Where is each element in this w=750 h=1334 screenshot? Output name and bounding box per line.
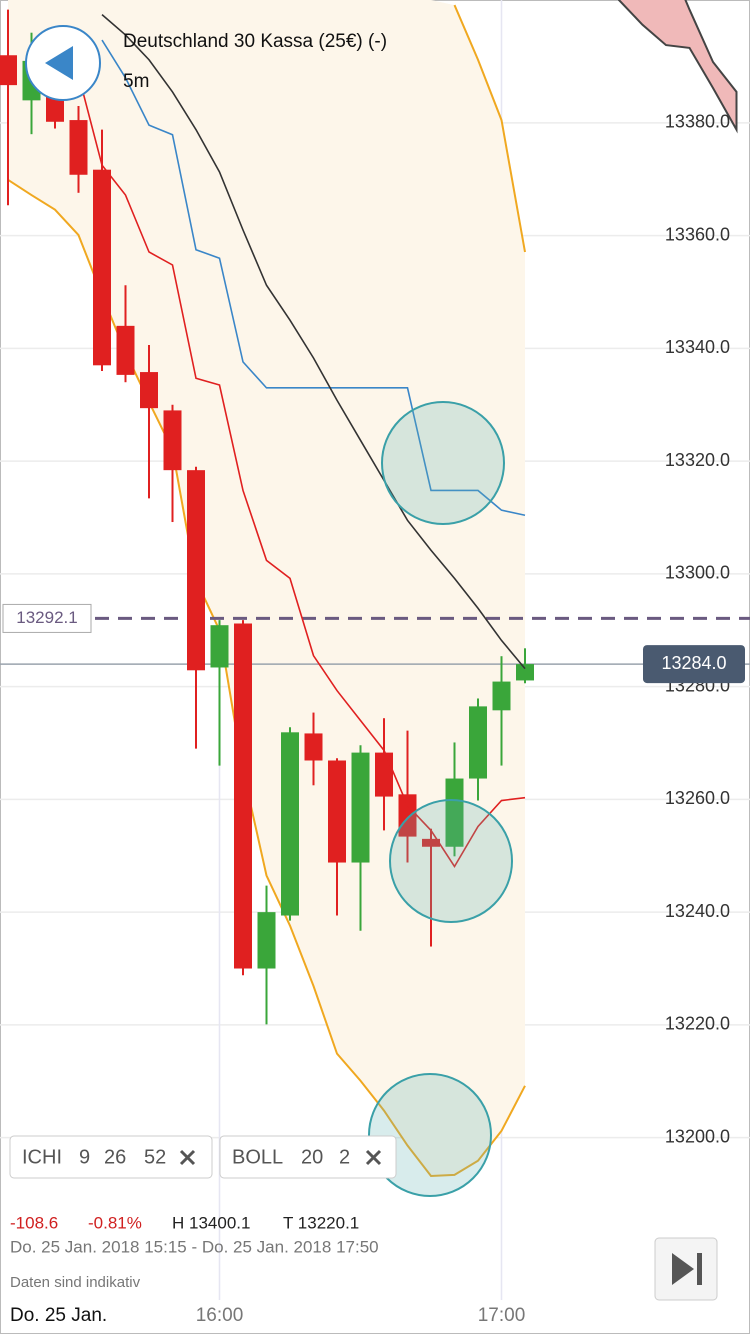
stat-low: T 13220.1: [283, 1213, 359, 1232]
jump-end-icon: [672, 1253, 702, 1285]
highlight-circle: [381, 401, 505, 525]
x-tick-label: 17:00: [478, 1305, 526, 1326]
y-tick-label: 13200.0: [665, 1126, 730, 1146]
close-icon[interactable]: [179, 1149, 196, 1166]
candle-body: [398, 794, 417, 837]
candle-body: [516, 664, 534, 681]
candle-body: [328, 760, 346, 863]
candle-body: [140, 372, 158, 409]
chip-text: BOLL: [232, 1146, 283, 1168]
chip-text: 9: [79, 1146, 90, 1168]
bollinger-fill: [8, 0, 525, 1176]
chip-text: 2: [339, 1146, 350, 1168]
candle-body: [469, 706, 487, 779]
highlight-circle: [368, 1073, 492, 1197]
y-tick-label: 13360.0: [665, 224, 730, 244]
candle-body: [93, 169, 111, 366]
ui: Deutschland 30 Kassa (25€) (-) 5m ICHI 9…: [2, 25, 745, 1326]
candle-body: [304, 733, 323, 761]
candle-body: [351, 752, 370, 863]
current-price-box: [643, 645, 745, 684]
back-icon: [45, 46, 73, 80]
candle-body: [0, 55, 17, 86]
candle-body: [69, 120, 88, 175]
y-tick-label: 13320.0: [665, 450, 730, 470]
chip-text: 20: [301, 1146, 323, 1168]
plot: [0, 0, 750, 1300]
candle-body: [210, 625, 229, 668]
highlight-circle: [389, 799, 513, 923]
y-tick-label: 13260.0: [665, 788, 730, 808]
stat-change: -108.6: [10, 1213, 58, 1232]
close-icon[interactable]: [365, 1149, 382, 1166]
chip-text: ICHI: [22, 1146, 62, 1168]
candle-body: [187, 470, 205, 671]
candle-body: [492, 681, 511, 711]
candle-body: [234, 623, 252, 969]
candle-body: [375, 752, 393, 797]
candle-body: [116, 325, 135, 375]
date-label: Do. 25 Jan.: [10, 1305, 107, 1326]
ichimoku-line: [101, 14, 526, 670]
y-tick-label: 13220.0: [665, 1014, 730, 1034]
chip-text: 26: [104, 1146, 126, 1168]
title: Deutschland 30 Kassa (25€) (-): [123, 31, 387, 52]
bollinger-upper: [453, 4, 526, 253]
candle-body: [163, 410, 182, 471]
candle-body: [422, 838, 440, 847]
ichimoku-line: [77, 74, 526, 868]
y-tick-label: 13380.0: [665, 112, 730, 132]
stat-high: H 13400.1: [172, 1213, 250, 1232]
reference-price-box: [2, 603, 92, 633]
current-price-label: 13284.0: [661, 653, 726, 673]
x-tick-label: 16:00: [196, 1305, 244, 1326]
y-tick-label: 13300.0: [665, 563, 730, 583]
ichimoku-line: [101, 39, 526, 517]
note: Daten sind indikativ: [10, 1274, 141, 1291]
candle-body: [257, 912, 276, 969]
candle-body: [445, 778, 464, 847]
timeframe: 5m: [123, 71, 149, 92]
stat-change-pct: -0.81%: [88, 1213, 142, 1232]
date-range: Do. 25 Jan. 2018 15:15 - Do. 25 Jan. 201…: [10, 1237, 379, 1256]
ichimoku-cloud: [618, 0, 738, 134]
reference-price-label: 13292.1: [16, 608, 77, 627]
indicator-chip[interactable]: [219, 1135, 397, 1179]
chip-text: 52: [144, 1146, 166, 1168]
y-tick-label: 13240.0: [665, 901, 730, 921]
y-tick-label: 13340.0: [665, 337, 730, 357]
indicator-chip[interactable]: [9, 1135, 213, 1179]
candle-body: [281, 732, 299, 916]
